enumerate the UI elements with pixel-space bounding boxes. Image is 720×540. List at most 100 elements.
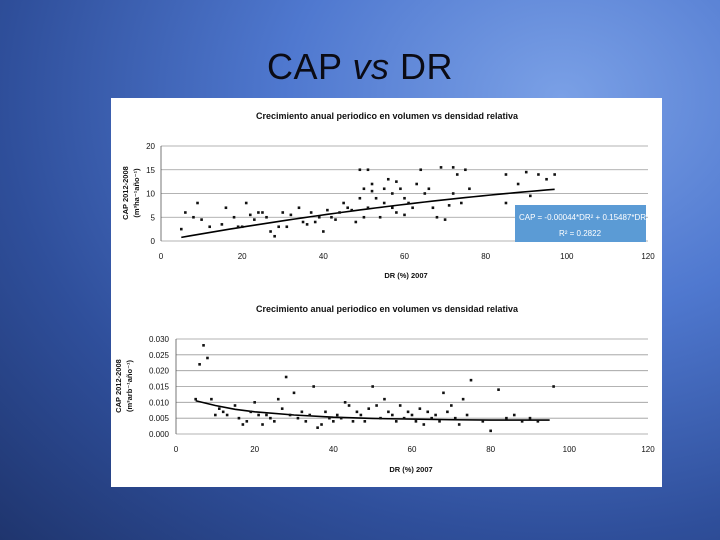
data-point <box>240 225 244 229</box>
data-point <box>451 192 455 195</box>
data-point <box>269 230 272 233</box>
data-point <box>399 187 402 191</box>
data-point <box>324 410 327 414</box>
data-point <box>214 413 217 417</box>
data-point <box>378 215 382 219</box>
data-point <box>289 213 293 217</box>
data-point <box>342 201 345 205</box>
data-point <box>442 391 445 395</box>
data-point <box>309 211 313 214</box>
data-point <box>415 182 418 186</box>
data-point <box>461 397 465 401</box>
data-point <box>446 410 449 414</box>
x-tick-label: 120 <box>641 445 655 454</box>
data-point <box>257 413 260 417</box>
data-point <box>391 192 394 195</box>
data-point <box>529 194 532 198</box>
data-point <box>358 196 362 200</box>
y-tick-label: 0.010 <box>149 398 170 407</box>
data-point <box>202 344 205 347</box>
data-point <box>326 208 329 212</box>
data-point <box>232 215 236 219</box>
data-point <box>224 206 228 210</box>
title-end: DR <box>399 46 453 87</box>
data-point <box>391 206 394 210</box>
data-point <box>200 218 203 221</box>
data-point <box>370 182 374 186</box>
data-point <box>281 211 285 214</box>
data-point <box>469 378 473 382</box>
x-tick-label: 80 <box>486 445 495 454</box>
data-point <box>504 173 508 176</box>
y-tick-label: 0.020 <box>149 367 170 376</box>
data-point <box>403 213 406 217</box>
data-point <box>332 420 335 423</box>
data-point <box>426 410 430 414</box>
data-point <box>451 166 455 169</box>
data-point <box>285 225 289 229</box>
x-tick-label: 0 <box>159 252 164 261</box>
data-point <box>355 410 359 414</box>
data-point <box>249 410 253 414</box>
y-tick-label: 0.000 <box>149 430 170 439</box>
chart-1-trendline <box>181 188 555 239</box>
data-point <box>330 215 333 219</box>
data-point <box>257 211 260 214</box>
data-point <box>447 204 451 207</box>
data-point <box>328 416 331 420</box>
y-tick-label: 0.030 <box>149 335 170 344</box>
data-point <box>351 420 355 423</box>
chart-2-title: Crecimiento anual periodico en volumen v… <box>256 304 519 314</box>
data-point <box>481 420 485 423</box>
data-point <box>536 420 540 423</box>
x-tick-label: 60 <box>408 445 417 454</box>
chart-1-xlabel: DR (%) 2007 <box>384 271 427 280</box>
x-tick-label: 120 <box>641 252 655 261</box>
data-point <box>265 413 268 417</box>
data-point <box>553 173 556 176</box>
data-point <box>312 385 315 388</box>
data-point <box>497 388 500 391</box>
data-point <box>363 420 367 423</box>
data-point <box>292 391 296 395</box>
data-point <box>371 385 374 388</box>
data-point <box>383 397 386 401</box>
data-point <box>265 215 268 219</box>
data-point <box>269 416 272 420</box>
data-point <box>206 356 209 360</box>
data-point <box>438 420 441 423</box>
data-point <box>220 223 224 226</box>
data-point <box>320 423 323 426</box>
data-point <box>464 168 467 172</box>
data-point <box>276 397 280 401</box>
data-point <box>489 429 492 433</box>
y-tick-label: 0.025 <box>149 351 170 360</box>
data-point <box>435 215 439 219</box>
trend-line <box>195 399 550 421</box>
data-point <box>439 166 443 169</box>
chart-2-points <box>194 344 555 433</box>
data-point <box>406 410 410 414</box>
x-tick-label: 60 <box>400 252 409 261</box>
data-point <box>261 423 264 426</box>
data-point <box>418 407 422 410</box>
data-point <box>277 225 280 229</box>
data-point <box>391 413 394 417</box>
data-point <box>395 180 398 183</box>
data-point <box>402 416 406 420</box>
data-point <box>346 206 349 210</box>
data-point <box>403 196 406 200</box>
chart-2-ticks: 0.000 0.005 0.010 0.015 0.020 0.025 0.030 0 20 40… <box>149 335 655 454</box>
data-point <box>422 423 426 426</box>
data-point <box>375 404 378 407</box>
data-point <box>455 173 459 176</box>
chart-2-ylabel-units: (m³arb⁻¹año⁻¹) <box>125 359 134 412</box>
data-point <box>468 187 471 191</box>
x-tick-label: 100 <box>563 445 577 454</box>
data-point <box>301 220 305 224</box>
chart-2: Crecimiento anual periodico en volumen v… <box>114 304 655 474</box>
data-point <box>253 401 256 404</box>
data-point <box>273 420 276 423</box>
data-point <box>386 177 390 181</box>
data-point <box>304 420 308 423</box>
